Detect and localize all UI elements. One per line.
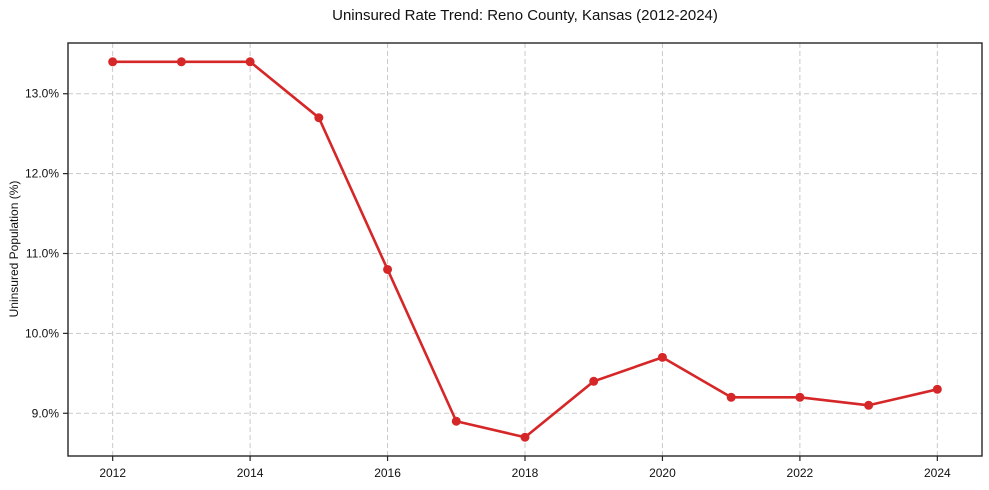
data-point-2019 [589, 376, 599, 386]
data-point-2012 [108, 57, 118, 67]
data-point-2018 [520, 432, 530, 442]
chart-title: Uninsured Rate Trend: Reno County, Kansa… [332, 7, 718, 24]
data-point-2017 [451, 416, 461, 426]
x-tick-label: 2024 [924, 466, 951, 480]
y-tick-label: 10.0% [25, 326, 59, 340]
x-tick-label: 2018 [512, 466, 539, 480]
y-tick-label: 12.0% [25, 167, 59, 181]
data-point-2022 [795, 392, 805, 402]
data-point-2020 [657, 352, 667, 362]
plot-border [67, 42, 983, 457]
x-tick-label: 2014 [237, 466, 264, 480]
data-point-2013 [176, 57, 186, 67]
y-tick-label: 9.0% [32, 406, 60, 420]
y-tick-label: 11.0% [26, 246, 59, 260]
x-tick-label: 2012 [99, 466, 126, 480]
data-point-2023 [864, 400, 874, 410]
y-tick-label: 13.0% [25, 87, 59, 101]
data-point-2014 [245, 57, 255, 67]
x-tick-label: 2016 [374, 466, 401, 480]
data-point-2016 [383, 264, 393, 274]
data-point-2024 [932, 384, 942, 394]
x-tick-label: 2022 [787, 466, 814, 480]
y-axis-label: Uninsured Population (%) [7, 180, 21, 318]
x-tick-label: 2020 [649, 466, 676, 480]
data-point-2021 [726, 392, 736, 402]
data-point-2015 [314, 113, 324, 123]
